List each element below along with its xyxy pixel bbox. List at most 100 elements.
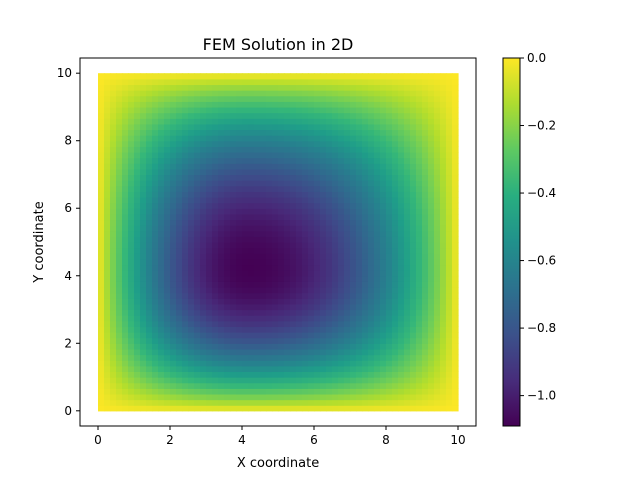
heatmap-cell (164, 405, 171, 412)
heatmap-cell (302, 247, 309, 254)
heatmap-cell (158, 388, 165, 395)
heatmap-cell (308, 95, 315, 102)
heatmap-cell (128, 264, 135, 271)
heatmap-cell (266, 174, 273, 181)
heatmap-cell (230, 230, 237, 237)
heatmap-cell (326, 180, 333, 187)
heatmap-cell (428, 118, 435, 125)
heatmap-cell (224, 303, 231, 311)
heatmap-cell (218, 163, 225, 170)
heatmap-cell (110, 236, 117, 243)
heatmap-cell (356, 247, 363, 254)
heatmap-cell (146, 202, 153, 209)
heatmap-cell (170, 399, 177, 406)
heatmap-cell (362, 196, 369, 204)
heatmap-cell (314, 275, 321, 282)
heatmap-cell (410, 146, 417, 153)
heatmap-cell (308, 337, 315, 344)
heatmap-cell (140, 247, 147, 254)
heatmap-cell (368, 219, 375, 226)
heatmap-cell (398, 247, 405, 254)
heatmap-cell (212, 399, 219, 406)
heatmap-cell (344, 405, 351, 412)
heatmap-cell (374, 157, 381, 164)
heatmap-cell (116, 348, 123, 356)
heatmap-cell (98, 163, 105, 170)
heatmap-cell (212, 382, 219, 389)
heatmap-cell (200, 388, 207, 395)
heatmap-cell (308, 84, 315, 91)
heatmap-cell (410, 258, 417, 266)
heatmap-cell (416, 168, 423, 176)
heatmap-cell (440, 208, 447, 215)
heatmap-cell (362, 303, 369, 311)
heatmap-cell (152, 287, 159, 294)
heatmap-cell (134, 208, 141, 215)
heatmap-cell (278, 84, 285, 91)
heatmap-cell (266, 78, 273, 86)
heatmap-cell (434, 151, 441, 159)
heatmap-cell (140, 163, 147, 170)
heatmap-cell (344, 213, 351, 221)
heatmap-cell (122, 84, 129, 91)
heatmap-cell (374, 219, 381, 226)
heatmap-cell (302, 163, 309, 170)
heatmap-cell (158, 393, 165, 401)
heatmap-cell (152, 377, 159, 384)
heatmap-cell (248, 247, 255, 254)
y-axis-label: Y coordinate (32, 201, 47, 283)
heatmap-cell (212, 78, 219, 86)
heatmap-cell (302, 219, 309, 226)
heatmap-cell (266, 118, 273, 125)
heatmap-cell (254, 253, 261, 260)
heatmap-cell (296, 393, 303, 401)
heatmap-cell (98, 337, 105, 344)
heatmap-cell (320, 303, 327, 311)
heatmap-cell (170, 337, 177, 344)
heatmap-cell (440, 315, 447, 322)
heatmap-cell (182, 168, 189, 176)
heatmap-cell (284, 309, 291, 316)
heatmap-cell (248, 337, 255, 344)
heatmap-cell (428, 360, 435, 367)
heatmap-cell (356, 123, 363, 131)
heatmap-cell (140, 208, 147, 215)
heatmap-cell (194, 360, 201, 367)
heatmap-cell (290, 78, 297, 86)
heatmap-cell (146, 208, 153, 215)
heatmap-cell (392, 180, 399, 187)
heatmap-cell (416, 247, 423, 254)
heatmap-cell (158, 73, 165, 80)
heatmap-cell (344, 157, 351, 164)
heatmap-cell (302, 106, 309, 114)
heatmap-cell (218, 270, 225, 277)
heatmap-cell (362, 309, 369, 316)
heatmap-cell (224, 275, 231, 282)
heatmap-cell (452, 157, 459, 164)
heatmap-cell (176, 405, 183, 412)
heatmap-cell (440, 196, 447, 204)
heatmap-cell (416, 230, 423, 237)
heatmap-cell (428, 185, 435, 192)
heatmap-cell (302, 129, 309, 136)
heatmap-cell (176, 365, 183, 373)
heatmap-cell (224, 101, 231, 108)
heatmap-cell (194, 298, 201, 305)
heatmap-cell (320, 326, 327, 333)
heatmap-cell (404, 230, 411, 237)
heatmap-cell (284, 371, 291, 378)
heatmap-cell (320, 208, 327, 215)
heatmap-cell (362, 264, 369, 271)
heatmap-cell (356, 157, 363, 164)
heatmap-cell (386, 174, 393, 181)
heatmap-cell (194, 191, 201, 198)
heatmap-cell (110, 253, 117, 260)
heatmap-cell (128, 393, 135, 401)
heatmap-cell (368, 281, 375, 288)
heatmap-cell (140, 225, 147, 232)
heatmap-cell (446, 382, 453, 389)
heatmap-cell (422, 264, 429, 271)
heatmap-cell (290, 287, 297, 294)
heatmap-cell (308, 258, 315, 266)
heatmap-cell (332, 315, 339, 322)
